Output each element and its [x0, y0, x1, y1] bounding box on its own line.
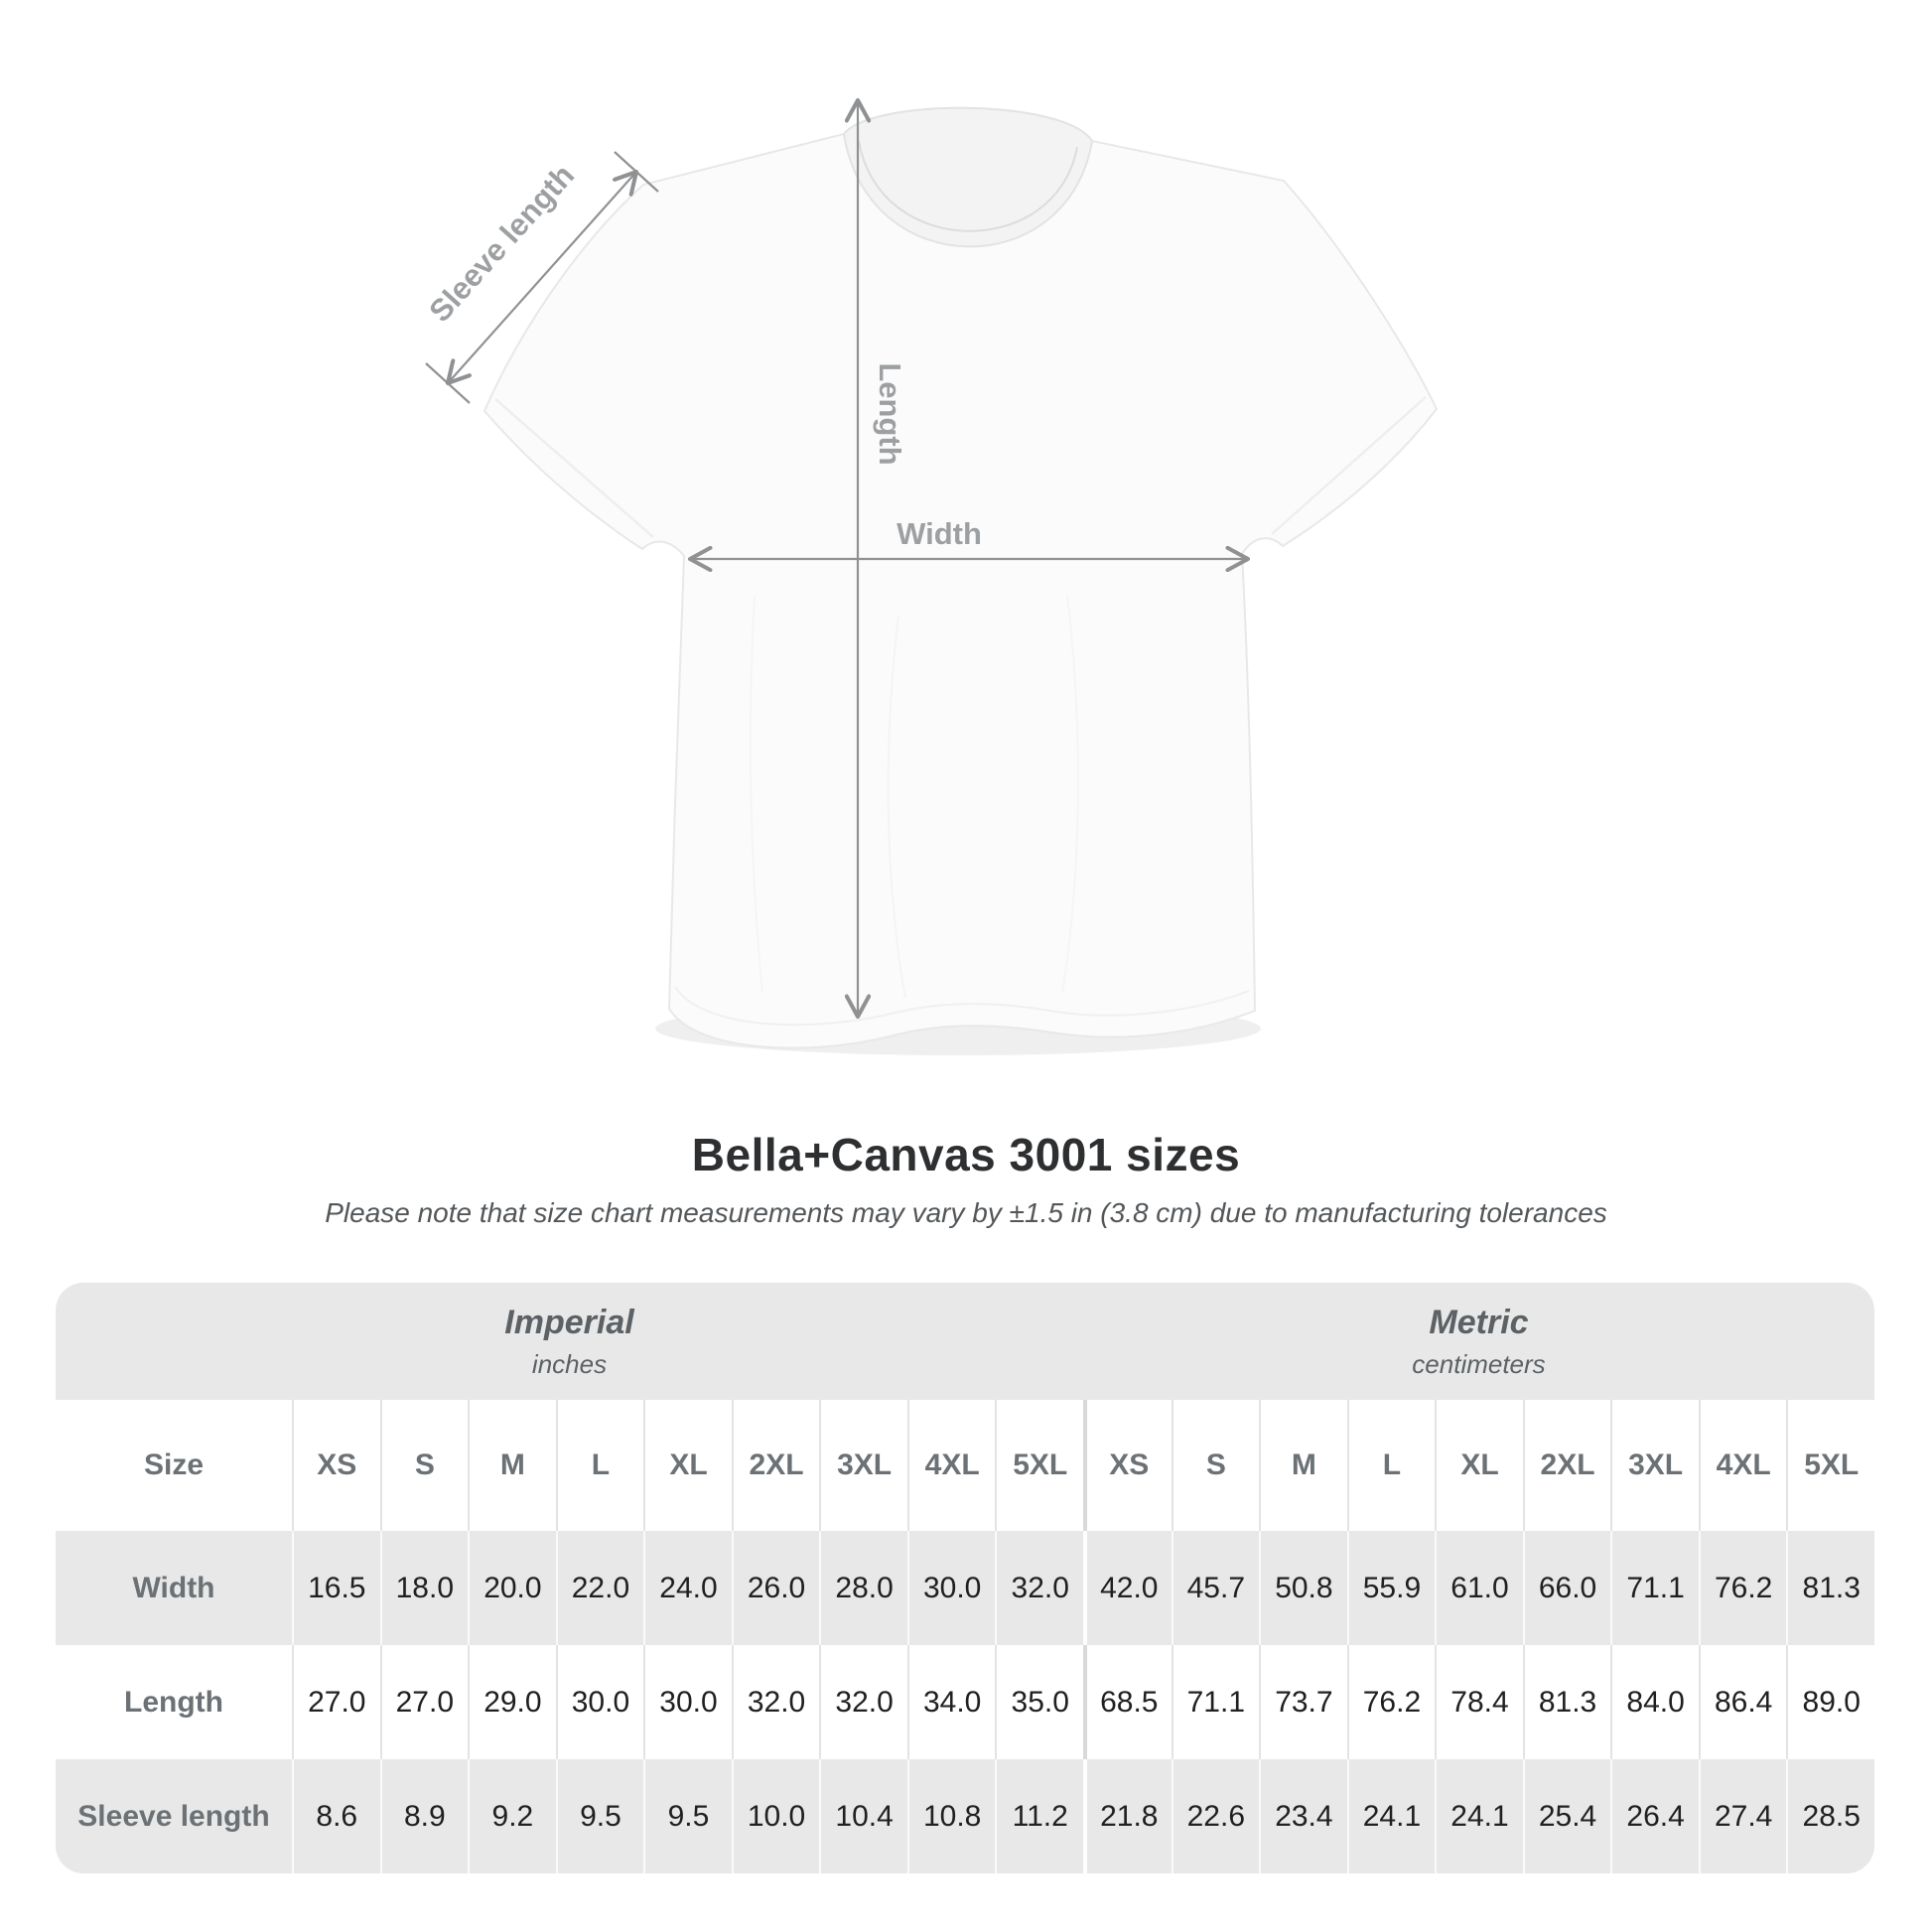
- sleeve-length-arrow: [425, 151, 659, 404]
- size-header-cell: XL: [643, 1400, 732, 1531]
- value-cell: 81.3: [1786, 1531, 1874, 1645]
- tshirt-measurement-diagram: Sleeve length Length Width: [422, 0, 1439, 1055]
- value-cell: 71.1: [1610, 1531, 1699, 1645]
- collar: [842, 106, 1094, 248]
- value-cell: 11.2: [995, 1759, 1083, 1873]
- size-header-cell: L: [1346, 1400, 1436, 1531]
- value-cell: 10.8: [906, 1759, 996, 1873]
- value-cell: 23.4: [1259, 1759, 1347, 1873]
- size-header-cell: S: [1171, 1400, 1260, 1531]
- value-cell: 18.0: [379, 1531, 469, 1645]
- row-label: Width: [56, 1531, 292, 1645]
- value-cell: 8.9: [379, 1759, 469, 1873]
- value-cell: 32.0: [995, 1531, 1083, 1645]
- value-cell: 89.0: [1786, 1645, 1874, 1759]
- value-cell: 26.4: [1610, 1759, 1699, 1873]
- size-header-cell: M: [468, 1400, 556, 1531]
- value-cell: 32.0: [731, 1645, 820, 1759]
- value-cell: 81.3: [1522, 1645, 1611, 1759]
- value-cell: 27.0: [379, 1645, 469, 1759]
- size-header-cell: 4XL: [1698, 1400, 1787, 1531]
- value-cell: 68.5: [1083, 1645, 1172, 1759]
- value-cell: 9.5: [643, 1759, 732, 1873]
- size-header-cell: 2XL: [731, 1400, 820, 1531]
- value-cell: 29.0: [468, 1645, 556, 1759]
- value-cell: 26.0: [731, 1531, 820, 1645]
- value-cell: 30.0: [555, 1645, 644, 1759]
- value-cell: 30.0: [906, 1531, 996, 1645]
- length-label: Length: [873, 362, 907, 465]
- value-cell: 24.0: [643, 1531, 732, 1645]
- value-cell: 35.0: [995, 1645, 1083, 1759]
- tshirt-illustration: [483, 106, 1439, 1049]
- size-header-cell: L: [555, 1400, 644, 1531]
- value-cell: 32.0: [819, 1645, 907, 1759]
- metric-label: Metric: [1429, 1303, 1529, 1341]
- size-header-cell: XL: [1435, 1400, 1523, 1531]
- size-header-cell: S: [379, 1400, 469, 1531]
- row-label: Length: [56, 1645, 292, 1759]
- value-cell: 24.1: [1435, 1759, 1523, 1873]
- value-cell: 78.4: [1435, 1645, 1523, 1759]
- value-cell: 10.4: [819, 1759, 907, 1873]
- value-cell: 10.0: [731, 1759, 820, 1873]
- value-cell: 50.8: [1259, 1531, 1347, 1645]
- value-cell: 8.6: [292, 1759, 380, 1873]
- value-cell: 76.2: [1346, 1645, 1436, 1759]
- width-label: Width: [897, 516, 982, 551]
- value-cell: 20.0: [468, 1531, 556, 1645]
- imperial-unit: inches: [531, 1348, 608, 1379]
- value-cell: 22.0: [555, 1531, 644, 1645]
- value-cell: 9.5: [555, 1759, 644, 1873]
- value-cell: 27.4: [1698, 1759, 1787, 1873]
- value-cell: 34.0: [906, 1645, 996, 1759]
- value-cell: 73.7: [1259, 1645, 1347, 1759]
- value-cell: 22.6: [1171, 1759, 1260, 1873]
- value-cell: 25.4: [1522, 1759, 1611, 1873]
- size-header-cell: 3XL: [1610, 1400, 1699, 1531]
- size-col-header: Size: [56, 1400, 292, 1531]
- row-label: Sleeve length: [56, 1759, 292, 1873]
- value-cell: 28.5: [1786, 1759, 1874, 1873]
- size-header-cell: 3XL: [819, 1400, 907, 1531]
- size-header-cell: 2XL: [1522, 1400, 1611, 1531]
- value-cell: 30.0: [643, 1645, 732, 1759]
- value-cell: 61.0: [1435, 1531, 1523, 1645]
- tolerance-note: Please note that size chart measurements…: [325, 1197, 1607, 1228]
- value-cell: 55.9: [1346, 1531, 1436, 1645]
- value-cell: 24.1: [1346, 1759, 1436, 1873]
- size-header-cell: M: [1259, 1400, 1347, 1531]
- value-cell: 27.0: [292, 1645, 380, 1759]
- value-cell: 9.2: [468, 1759, 556, 1873]
- metric-group-header: Metric centimeters: [1083, 1283, 1874, 1400]
- value-cell: 21.8: [1083, 1759, 1172, 1873]
- imperial-group-header: Imperial inches: [56, 1283, 1083, 1400]
- value-cell: 76.2: [1698, 1531, 1787, 1645]
- size-header-cell: XS: [292, 1400, 380, 1531]
- value-cell: 66.0: [1522, 1531, 1611, 1645]
- value-cell: 45.7: [1171, 1531, 1260, 1645]
- size-header-cell: 5XL: [995, 1400, 1083, 1531]
- value-cell: 28.0: [819, 1531, 907, 1645]
- size-header-cell: 4XL: [906, 1400, 996, 1531]
- size-header-cell: XS: [1083, 1400, 1172, 1531]
- value-cell: 42.0: [1083, 1531, 1172, 1645]
- imperial-label: Imperial: [504, 1303, 634, 1341]
- value-cell: 84.0: [1610, 1645, 1699, 1759]
- metric-unit: centimeters: [1412, 1348, 1546, 1379]
- value-cell: 86.4: [1698, 1645, 1787, 1759]
- value-cell: 16.5: [292, 1531, 380, 1645]
- size-table: Imperial inches Metric centimeters Size X…: [56, 1283, 1874, 1873]
- page-title: Bella+Canvas 3001 sizes: [691, 1129, 1241, 1180]
- value-cell: 71.1: [1171, 1645, 1260, 1759]
- size-header-cell: 5XL: [1786, 1400, 1874, 1531]
